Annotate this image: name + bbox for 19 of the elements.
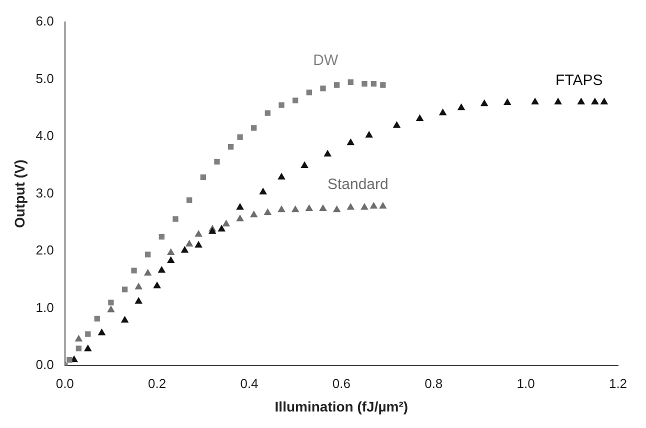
y-axis-title: Output (V) [11,160,28,228]
y-tick-label: 3.0 [36,185,54,200]
y-tick-label: 0.0 [36,357,54,372]
y-tick-label: 1.0 [36,300,54,315]
y-tick-label: 5.0 [36,70,54,86]
series-label: Standard [327,176,388,194]
series-label: DW [313,52,339,69]
x-tick-label: 0.2 [148,376,166,391]
y-tick-label: 2.0 [36,242,54,258]
y-tick-label: 6.0 [36,14,54,29]
series-label: FTAPS [556,72,603,89]
x-tick-label: 0.0 [56,376,74,391]
x-tick-label: 1.0 [516,376,535,391]
x-tick-label: 0.6 [332,376,350,391]
x-tick-label: 0.4 [240,376,258,391]
x-tick-label: 0.8 [424,376,443,391]
y-tick-label: 4.0 [36,128,54,144]
x-axis-title: Illumination (fJ/µm²) [274,398,408,414]
x-tick-label: 1.2 [608,376,628,391]
